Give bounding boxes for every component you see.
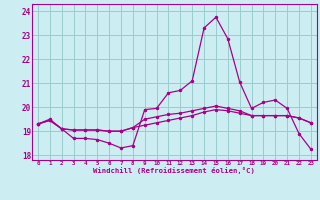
X-axis label: Windchill (Refroidissement éolien,°C): Windchill (Refroidissement éolien,°C) xyxy=(93,167,255,174)
